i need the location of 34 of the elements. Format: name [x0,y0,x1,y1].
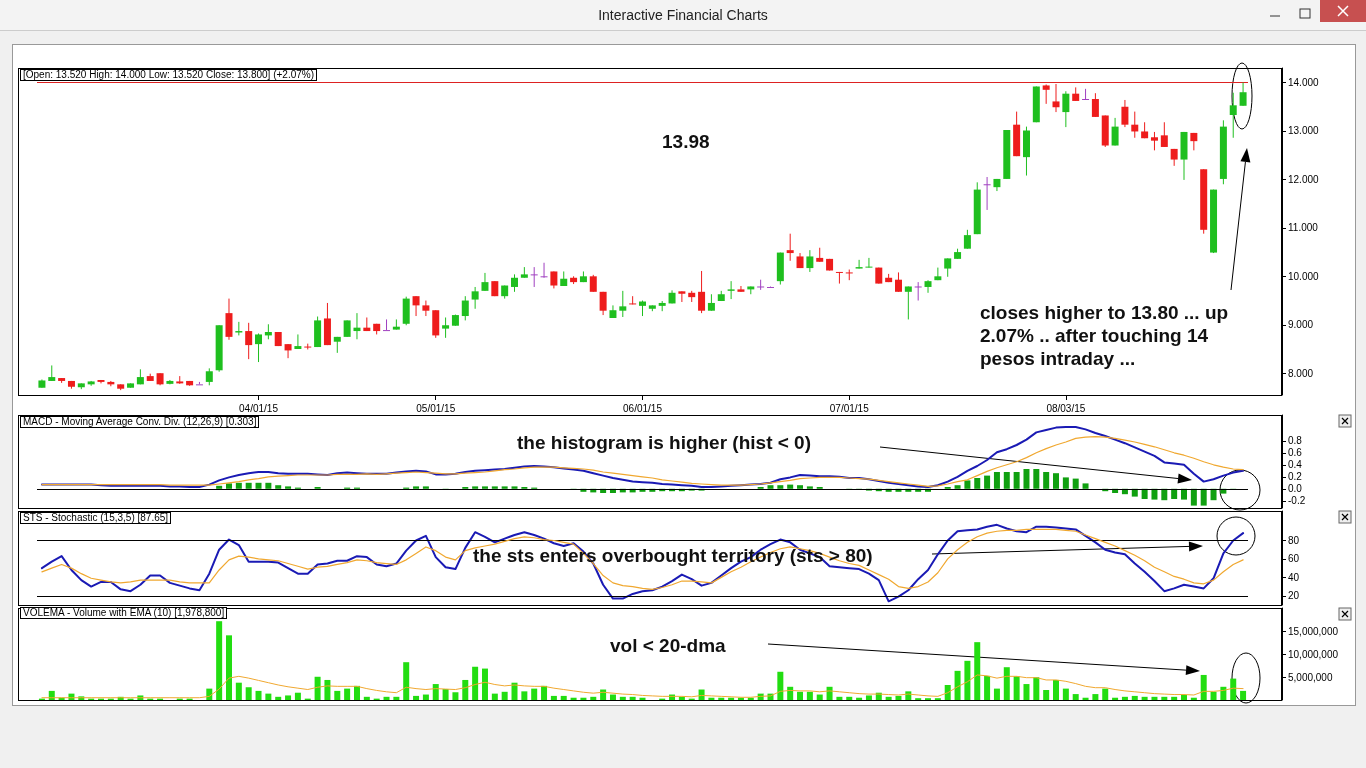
y-tick-label: 9.000 [1288,319,1314,331]
y-tick-label: 20 [1288,590,1300,602]
y-tick-label: 12.000 [1288,173,1320,185]
annotation: 13.98 [662,130,710,153]
y-tick-label: -0.2 [1288,495,1306,507]
y-tick-label: 10.000 [1288,270,1320,282]
x-tick-label: 08/03/15 [1046,402,1086,414]
chart-subtitle: [Open: 13.520 High: 14.000 Low: 13.520 Close: 13.800] (+2.07%) [20,69,318,81]
y-tick-label: 0.4 [1288,459,1303,471]
y-tick-label: 13.000 [1288,125,1320,137]
x-tick-label: 04/01/15 [239,402,279,414]
y-tick-label: 0.6 [1288,447,1303,459]
chart-title: Interactive Financial Charts [597,7,769,23]
y-tick-label: 10,000,000 [1288,648,1339,660]
x-tick-label: 07/01/15 [829,402,870,414]
chart-title: MACD - Moving Average Conv. Div. (12,26,9) [0.303] [20,416,260,428]
y-tick-label: 0.8 [1288,435,1303,447]
annotation: the histogram is higher (hist < 0) [517,431,812,454]
y-tick-label: 8.000 [1288,367,1314,379]
y-tick-label: 0.0 [1288,483,1303,495]
y-tick-label: 11.000 [1288,222,1319,234]
y-tick-label: 5,000,000 [1288,671,1333,683]
y-tick-label: 80 [1288,534,1300,546]
chart-title: STS - Stochastic (15,3,5) [87.65] [20,512,172,524]
y-tick-label: 60 [1288,553,1300,565]
annotation: closes higher to 13.80 ... up 2.07% .. after touching 14 pesos intraday ... [980,301,1230,370]
x-tick-label: 05/01/15 [416,402,456,414]
x-tick-label: 06/01/15 [623,402,663,414]
annotation: vol < 20-dma [610,634,726,657]
y-tick-label: 15,000,000 [1288,626,1339,638]
y-tick-label: 0.2 [1288,471,1303,483]
y-tick-label: 40 [1288,571,1300,583]
chart-title: VOLEMA - Volume with EMA (10) [1,978,800] [20,607,228,619]
y-tick-label: 14.000 [1288,77,1320,89]
